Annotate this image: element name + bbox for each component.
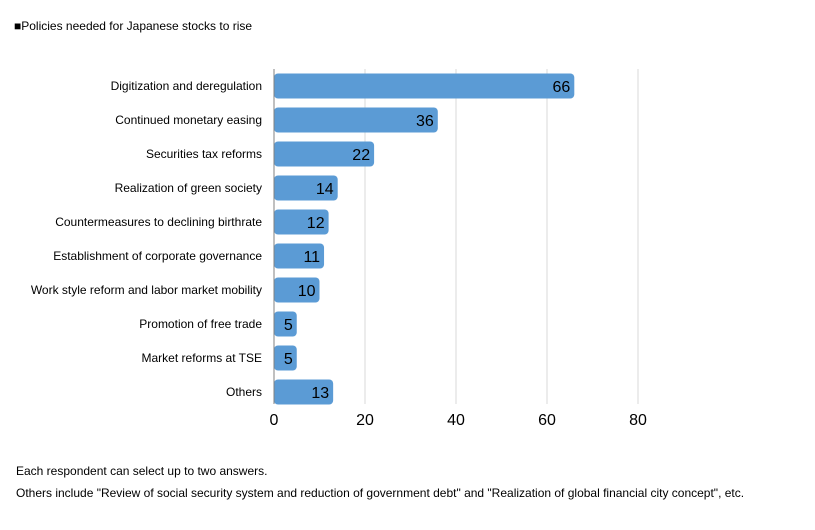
x-tick-label: 20 xyxy=(356,412,374,429)
x-tick-label: 60 xyxy=(538,412,556,429)
category-label: Promotion of free trade xyxy=(139,317,262,331)
x-tick-label: 40 xyxy=(447,412,465,429)
bar xyxy=(274,277,320,303)
chart-title: ■Policies needed for Japanese stocks to … xyxy=(14,19,253,33)
category-label: Continued monetary easing xyxy=(115,113,262,127)
x-tick-label: 0 xyxy=(270,412,279,429)
category-label: Realization of green society xyxy=(115,181,262,195)
bar-value-label: 22 xyxy=(352,147,370,164)
bar xyxy=(274,379,334,405)
x-axis-ticks: 0 20 40 60 80 xyxy=(270,412,647,429)
bar xyxy=(274,107,438,133)
bar xyxy=(274,73,575,99)
category-label: Market reforms at TSE xyxy=(142,351,262,365)
bar xyxy=(274,175,338,201)
x-tick-label: 80 xyxy=(629,412,647,429)
bar-value-label: 5 xyxy=(284,317,293,334)
bar-value-label: 12 xyxy=(307,215,325,232)
bar-value-label: 11 xyxy=(303,249,320,266)
category-label: Digitization and deregulation xyxy=(111,79,262,93)
bar-value-label: 13 xyxy=(311,385,329,402)
category-label: Securities tax reforms xyxy=(146,147,262,161)
bars: 66 36 22 14 12 11 10 5 5 13 xyxy=(274,73,575,405)
bar xyxy=(274,209,329,235)
category-label: Countermeasures to declining birthrate xyxy=(55,215,262,229)
footnote-selection: Each respondent can select up to two ans… xyxy=(16,464,268,478)
bar xyxy=(274,141,375,167)
category-label: Establishment of corporate governance xyxy=(53,249,262,263)
bar-value-label: 66 xyxy=(553,79,571,96)
bar-value-label: 36 xyxy=(416,113,434,130)
footnote-others: Others include "Review of social securit… xyxy=(16,486,745,500)
bar xyxy=(274,243,325,269)
bar-value-label: 14 xyxy=(316,181,334,198)
category-label: Work style reform and labor market mobil… xyxy=(31,283,262,297)
category-labels: Digitization and deregulation Continued m… xyxy=(31,79,263,399)
bar xyxy=(274,345,297,371)
bar xyxy=(274,311,297,337)
bar-value-label: 10 xyxy=(298,283,316,300)
bar-value-label: 5 xyxy=(284,351,293,368)
category-label: Others xyxy=(226,385,262,399)
